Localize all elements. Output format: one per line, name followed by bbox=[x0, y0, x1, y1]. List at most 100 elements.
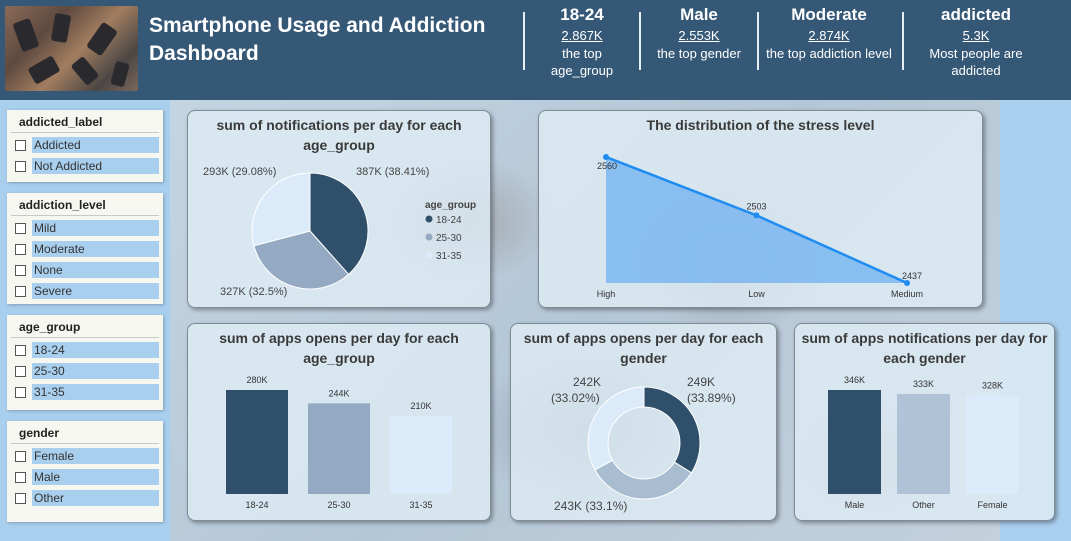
checkbox[interactable] bbox=[15, 386, 26, 398]
dashboard-header: Smartphone Usage and Addiction Dashboard… bbox=[0, 0, 1071, 100]
kpi-divider bbox=[639, 12, 641, 70]
bar-data-label: 280K bbox=[246, 375, 267, 385]
bar-data-label: 346K bbox=[844, 375, 865, 385]
donut-label-value: 242K bbox=[573, 375, 601, 389]
bar-18-24 bbox=[226, 390, 288, 494]
slicer-option-label: Severe bbox=[32, 283, 159, 299]
kpi-value: 2.553K bbox=[678, 28, 720, 43]
chart-title: sum of apps opens per day for each gende… bbox=[523, 330, 764, 366]
slicer-option-not-addicted[interactable]: Not Addicted bbox=[15, 157, 159, 175]
kpi-label: the top addiction level bbox=[766, 46, 892, 61]
checkbox[interactable] bbox=[15, 492, 26, 504]
checkbox[interactable] bbox=[15, 450, 26, 462]
legend-marker bbox=[425, 251, 433, 259]
kpi-divider bbox=[902, 12, 904, 70]
checkbox[interactable] bbox=[15, 285, 26, 297]
x-tick-label: Medium bbox=[891, 289, 923, 299]
chart-card-stress-level: The distribution of the stress level 256… bbox=[538, 110, 983, 308]
bar-data-label: 244K bbox=[328, 388, 349, 398]
slicer-title: addicted_label bbox=[11, 110, 159, 133]
kpi-value: 2.867K bbox=[561, 28, 603, 43]
area-chart: 2560 High 2503 Low 2437 Medium bbox=[597, 154, 923, 299]
legend-label-31-35: 31-35 bbox=[436, 251, 462, 262]
slicer-option-addicted[interactable]: Addicted bbox=[15, 136, 159, 154]
x-tick-label: 25-30 bbox=[327, 500, 350, 510]
slicer-addiction-level: addiction_level Mild Moderate None Sever… bbox=[7, 193, 163, 304]
donut-chart: 242K (33.02%) 249K (33.89%) 243K (33.1%) bbox=[551, 375, 736, 513]
slicer-option-severe[interactable]: Severe bbox=[15, 282, 159, 300]
pie-slice-18-24 bbox=[309, 172, 369, 276]
chart-title: sum of apps notifications per day for ea… bbox=[801, 330, 1048, 366]
kpi-divider bbox=[757, 12, 759, 70]
chart-card-apps-opens-gender: sum of apps opens per day for each gende… bbox=[510, 323, 777, 521]
pie-label-25-30: 327K (32.5%) bbox=[220, 286, 287, 298]
pie-slice-31-35 bbox=[251, 172, 311, 247]
chart-title: sum of apps opens per day for each age_g… bbox=[219, 330, 459, 366]
chart-title: sum of notifications per day for each ag… bbox=[216, 117, 462, 153]
x-tick-label: Female bbox=[977, 500, 1007, 510]
slicer-option-male[interactable]: Male bbox=[15, 468, 159, 486]
slicer-option-label: Female bbox=[32, 448, 159, 464]
donut-slice-242K bbox=[587, 386, 645, 471]
slicer-addicted-label: addicted_label Addicted Not Addicted bbox=[7, 110, 163, 182]
bar-25-30 bbox=[308, 403, 370, 494]
legend-title: age_group bbox=[425, 200, 476, 211]
x-tick-label: Low bbox=[748, 289, 765, 299]
data-label: 2437 bbox=[902, 271, 922, 281]
slicer-option-mild[interactable]: Mild bbox=[15, 219, 159, 237]
checkbox[interactable] bbox=[15, 160, 26, 172]
kpi-divider bbox=[523, 12, 525, 70]
slicer-option-female[interactable]: Female bbox=[15, 447, 159, 465]
slicer-title: age_group bbox=[11, 315, 159, 338]
kpi-label: the top age_group bbox=[550, 46, 614, 78]
slicer-age-group: age_group 18-24 25-30 31-35 bbox=[7, 315, 163, 410]
slicer-option-18-24[interactable]: 18-24 bbox=[15, 341, 159, 359]
legend-label-18-24: 18-24 bbox=[436, 215, 462, 226]
data-label: 2503 bbox=[747, 201, 767, 211]
slicer-option-label: Moderate bbox=[32, 241, 159, 257]
legend-label-25-30: 25-30 bbox=[436, 233, 462, 244]
kpi-label: Most people are addicted bbox=[929, 46, 1023, 78]
slicer-option-none[interactable]: None bbox=[15, 261, 159, 279]
kpi-top-gender: Male 2.553K the top gender bbox=[645, 5, 753, 62]
pie-label-31-35: 293K (29.08%) bbox=[203, 166, 276, 178]
data-label: 2560 bbox=[597, 161, 617, 171]
bar-chart: 346K Male 333K Other 328K Female bbox=[828, 375, 1019, 510]
pie-chart: 293K (29.08%) 387K (38.41%) 327K (32.5%)… bbox=[203, 166, 476, 298]
kpi-value: 2.874K bbox=[808, 28, 850, 43]
kpi-big: 18-24 bbox=[560, 5, 604, 24]
checkbox[interactable] bbox=[15, 365, 26, 377]
chart-title: The distribution of the stress level bbox=[646, 117, 875, 133]
x-tick-label: Male bbox=[845, 500, 865, 510]
donut-label-242k: 242K (33.02%) bbox=[551, 375, 604, 405]
checkbox[interactable] bbox=[15, 471, 26, 483]
checkbox[interactable] bbox=[15, 222, 26, 234]
kpi-value: 5.3K bbox=[962, 28, 990, 43]
area-fill bbox=[606, 157, 907, 283]
bar-Male bbox=[828, 390, 881, 494]
x-tick-label: 18-24 bbox=[245, 500, 268, 510]
checkbox[interactable] bbox=[15, 264, 26, 276]
slicer-gender: gender Female Male Other bbox=[7, 421, 163, 522]
kpi-big: addicted bbox=[941, 5, 1011, 24]
bar-data-label: 333K bbox=[913, 379, 934, 389]
slicer-option-31-35[interactable]: 31-35 bbox=[15, 383, 159, 401]
slicer-option-label: Other bbox=[32, 490, 159, 506]
kpi-big: Male bbox=[680, 5, 718, 24]
slicer-option-other[interactable]: Other bbox=[15, 489, 159, 507]
slicer-option-label: Addicted bbox=[32, 137, 159, 153]
checkbox[interactable] bbox=[15, 344, 26, 356]
checkbox[interactable] bbox=[15, 243, 26, 255]
bar-Female bbox=[966, 395, 1019, 494]
slicer-option-25-30[interactable]: 25-30 bbox=[15, 362, 159, 380]
slicer-option-label: 18-24 bbox=[32, 342, 159, 358]
slicer-option-label: None bbox=[32, 262, 159, 278]
slicer-option-label: Male bbox=[32, 469, 159, 485]
x-tick-label: High bbox=[597, 289, 616, 299]
donut-slice-243K bbox=[594, 459, 693, 500]
checkbox[interactable] bbox=[15, 139, 26, 151]
bar-Other bbox=[897, 393, 950, 494]
slicer-option-label: 31-35 bbox=[32, 384, 159, 400]
slicer-option-moderate[interactable]: Moderate bbox=[15, 240, 159, 258]
bar-chart: 280K 18-24 244K 25-30 210K 31-35 bbox=[226, 375, 452, 510]
